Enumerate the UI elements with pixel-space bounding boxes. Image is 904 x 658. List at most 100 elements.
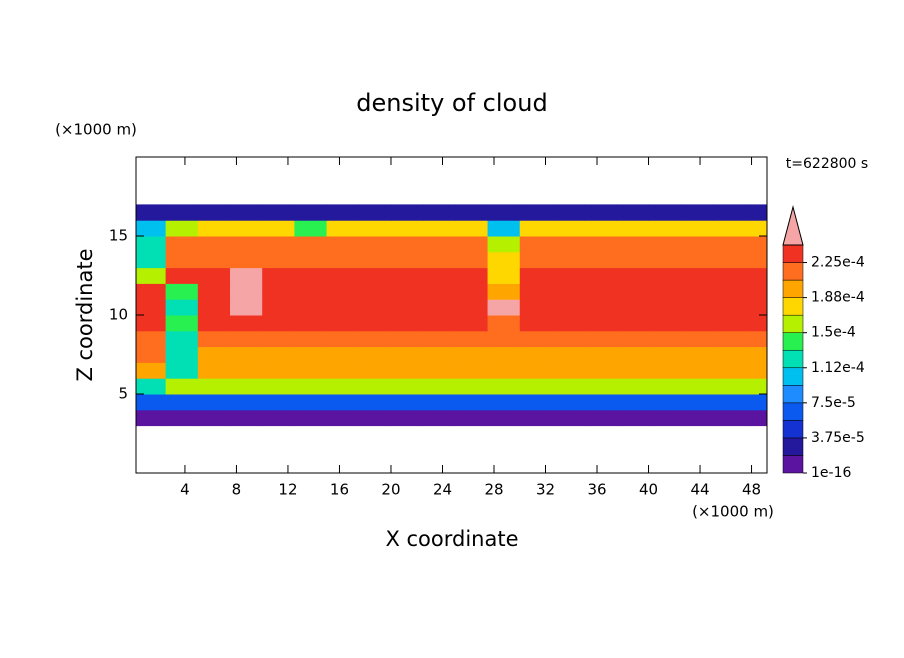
- colorbar-band: [782, 279, 804, 298]
- contour-cell: [616, 315, 650, 332]
- contour-cell: [648, 394, 682, 411]
- contour-cell: [519, 251, 553, 269]
- contour-cell: [423, 299, 456, 316]
- contour-cell: [165, 204, 199, 221]
- contour-cell: [230, 378, 263, 395]
- contour-cell: [487, 299, 521, 316]
- contour-cell: [648, 362, 682, 379]
- x-unit: (×1000 m): [692, 503, 774, 521]
- contour-cell: [390, 220, 424, 237]
- contour-cell: [551, 394, 585, 411]
- contour-cell: [712, 315, 746, 332]
- contour-cell: [326, 220, 360, 237]
- x-tick-label: 32: [536, 481, 555, 499]
- x-tick-label: 40: [639, 481, 658, 499]
- contour-cell: [136, 236, 167, 253]
- contour-cell: [616, 362, 650, 379]
- contour-cell: [745, 315, 767, 332]
- contour-cell: [648, 330, 682, 348]
- contour-cell: [712, 267, 746, 284]
- contour-cell: [165, 299, 199, 316]
- contour-cell: [680, 236, 714, 253]
- contour-cell: [262, 267, 295, 284]
- contour-cell: [616, 283, 650, 300]
- contour-cell: [519, 283, 553, 300]
- x-tick-label: 36: [587, 481, 606, 499]
- contour-cell: [519, 299, 553, 316]
- contour-cell: [519, 362, 553, 379]
- contour-cell: [262, 236, 295, 253]
- contour-cell: [680, 220, 714, 237]
- contour-cell: [648, 378, 682, 395]
- contour-cell: [519, 267, 553, 284]
- contour-cell: [197, 220, 231, 237]
- contour-cell: [423, 283, 456, 300]
- colorbar-tick-label: 1e-16: [811, 465, 851, 481]
- contour-cell: [519, 330, 553, 348]
- x-tick-label: 8: [232, 481, 242, 499]
- contour-cell: [680, 267, 714, 284]
- contour-cell: [423, 236, 456, 253]
- colorbar-band: [782, 297, 804, 316]
- contour-cell: [197, 378, 231, 395]
- contour-cell: [745, 409, 767, 427]
- contour-cell: [712, 409, 746, 427]
- contour-cell: [390, 251, 424, 269]
- contour-cell: [136, 315, 167, 332]
- contour-cell: [648, 236, 682, 253]
- contour-cell: [136, 409, 167, 427]
- x-tick-label: 24: [433, 481, 452, 499]
- contour-cell: [262, 409, 295, 427]
- contour-cell: [680, 283, 714, 300]
- contour-cell: [136, 267, 167, 284]
- contour-cell: [358, 346, 392, 363]
- contour-cell: [358, 236, 392, 253]
- contour-cell: [616, 378, 650, 395]
- contour-cell: [136, 283, 167, 300]
- y-axis-label: Z coordinate: [73, 248, 97, 381]
- contour-cell: [326, 346, 360, 363]
- contour-cell: [616, 299, 650, 316]
- contour-cell: [712, 236, 746, 253]
- contour-cell: [455, 267, 489, 284]
- contour-cell: [390, 236, 424, 253]
- contour-cell: [616, 267, 650, 284]
- colorbar-tick-label: 3.75e-5: [811, 430, 865, 446]
- contour-cell: [136, 299, 167, 316]
- contour-cell: [745, 378, 767, 395]
- contour-cell: [712, 299, 746, 316]
- contour-cell: [745, 204, 767, 221]
- contour-cell: [230, 283, 263, 300]
- contour-cell: [390, 299, 424, 316]
- contour-cell: [584, 378, 617, 395]
- contour-cell: [519, 236, 553, 253]
- contour-cell: [551, 283, 585, 300]
- contour-cell: [326, 236, 360, 253]
- contour-cell: [455, 330, 489, 348]
- contour-cell: [616, 220, 650, 237]
- contour-cell: [230, 315, 263, 332]
- contour-cell: [358, 394, 392, 411]
- contour-cell: [551, 409, 585, 427]
- x-tick-label: 12: [278, 481, 297, 499]
- contour-cell: [136, 251, 167, 269]
- colorbar-band: [782, 367, 804, 386]
- contour-cell: [487, 378, 521, 395]
- contour-cell: [584, 394, 617, 411]
- colorbar-tick-label: 7.5e-5: [811, 395, 856, 411]
- contour-cell: [294, 204, 328, 221]
- contour-cell: [680, 394, 714, 411]
- contour-cell: [358, 204, 392, 221]
- contour-cell: [616, 346, 650, 363]
- contour-cell: [455, 315, 489, 332]
- contour-cell: [680, 251, 714, 269]
- contour-cell: [551, 204, 585, 221]
- contour-cell: [584, 330, 617, 348]
- contour-cell: [326, 299, 360, 316]
- colorbar-band: [782, 262, 804, 281]
- colorbar-band: [782, 420, 804, 439]
- contour-cell: [262, 315, 295, 332]
- contour-cell: [648, 346, 682, 363]
- contour-cell: [616, 204, 650, 221]
- contour-cell: [487, 394, 521, 411]
